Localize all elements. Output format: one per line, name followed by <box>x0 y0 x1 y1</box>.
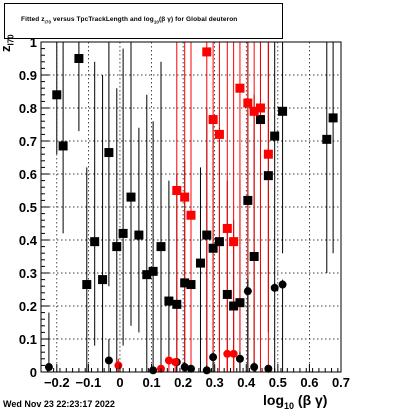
data-point-square <box>270 131 280 141</box>
data-point-square <box>229 237 239 247</box>
data-point-square <box>208 243 218 253</box>
data-point-circle <box>104 356 113 365</box>
data-point-circle <box>278 280 287 289</box>
data-point-circle <box>164 356 173 365</box>
data-point-square <box>74 54 84 63</box>
tick-labels: −0.2 −0.1 0 0.1 0.2 0.3 0.4 0.5 0.6 0.7 0 0.1 0.2 0.3… <box>19 35 350 390</box>
y-axis-label: zI70 <box>0 34 16 52</box>
data-point-square <box>172 186 182 195</box>
data-point-square <box>255 103 265 113</box>
data-point-circle <box>235 354 244 363</box>
grid-lines <box>41 42 341 372</box>
data-point-circle <box>44 363 53 372</box>
x-tick-label: 0 <box>116 375 123 390</box>
data-point-square <box>222 289 232 299</box>
x-tick-label: 0.6 <box>300 375 318 390</box>
x-tick-label: 0.5 <box>269 375 287 390</box>
data-point-square <box>82 280 92 290</box>
data-point-square <box>328 113 338 123</box>
y-tick-label: 0 <box>30 365 37 380</box>
data-point-square <box>202 47 212 57</box>
y-tick-label: 0.6 <box>19 167 37 182</box>
data-point-square <box>118 228 128 238</box>
timestamp-footer: Wed Nov 23 22:23:17 2022 <box>3 399 115 409</box>
data-point-circle <box>223 349 232 358</box>
data-point-square <box>278 106 288 116</box>
data-point-square <box>243 98 253 108</box>
data-point-circle <box>229 349 238 358</box>
data-point-square <box>249 252 259 261</box>
data-point-square <box>180 278 190 288</box>
x-tick-label: 0.2 <box>174 375 192 390</box>
axis-ticks <box>40 41 342 373</box>
data-point-square <box>235 83 245 93</box>
data-point-square <box>186 280 196 290</box>
data-point-square <box>202 230 212 240</box>
data-point-circle <box>250 363 259 372</box>
data-point-square <box>322 134 332 144</box>
y-tick-label: 0.7 <box>19 134 37 149</box>
y-tick-label: 0.9 <box>19 68 37 83</box>
data-point-square <box>112 242 122 252</box>
y-tick-label: 1 <box>30 35 37 50</box>
x-tick-label: 0.1 <box>142 375 160 390</box>
data-point-square <box>58 141 68 151</box>
data-point-square <box>172 299 182 309</box>
data-point-square <box>156 242 166 252</box>
chart-title: Fitted zI70 versus TpcTrackLength and lo… <box>21 16 238 25</box>
data-point-circle <box>202 366 211 375</box>
y-tick-label: 0.2 <box>19 299 37 314</box>
data-point-square <box>214 129 224 139</box>
data-point-circle <box>114 361 123 370</box>
y-tick-label: 0.4 <box>19 233 38 248</box>
data-point-square <box>180 192 190 202</box>
data-point-square <box>208 115 218 125</box>
x-tick-label: −0.2 <box>44 375 70 390</box>
data-point-square <box>148 266 158 276</box>
data-point-square <box>90 237 100 247</box>
data-point-square <box>243 195 253 205</box>
data-point-square <box>104 148 114 158</box>
data-point-circle <box>171 358 180 367</box>
data-point-square <box>214 237 224 247</box>
data-point-square <box>195 258 205 268</box>
x-tick-label: 0.7 <box>332 375 350 390</box>
y-tick-label: 0.8 <box>19 101 37 116</box>
title-box: Fitted zI70 versus TpcTrackLength and lo… <box>4 3 283 39</box>
data-point-square <box>98 275 108 285</box>
data-point-square <box>263 149 273 159</box>
y-tick-label: 0.3 <box>19 266 37 281</box>
data-point-square <box>52 90 62 100</box>
data-point-circle <box>209 353 218 362</box>
data-point-circle <box>243 287 252 296</box>
data-point-square <box>222 223 232 233</box>
data-point-square <box>255 115 265 125</box>
data-point-square <box>134 230 144 240</box>
x-axis-label: log10 (β γ) <box>263 392 328 411</box>
data-point-square <box>126 192 136 202</box>
data-point-circle <box>270 283 279 292</box>
data-point-square <box>229 301 239 311</box>
data-point-circle <box>149 366 158 375</box>
x-tick-label: −0.1 <box>76 375 102 390</box>
data-point-square <box>235 298 245 308</box>
data-point-square <box>142 270 152 280</box>
data-point-square <box>186 210 196 220</box>
y-tick-label: 0.1 <box>19 332 37 347</box>
x-tick-label: 0.3 <box>206 375 224 390</box>
x-tick-label: 0.4 <box>237 375 256 390</box>
data-point-square <box>164 296 174 306</box>
y-tick-label: 0.5 <box>19 200 37 215</box>
data-point-square <box>249 106 259 116</box>
data-point-square <box>263 171 273 181</box>
